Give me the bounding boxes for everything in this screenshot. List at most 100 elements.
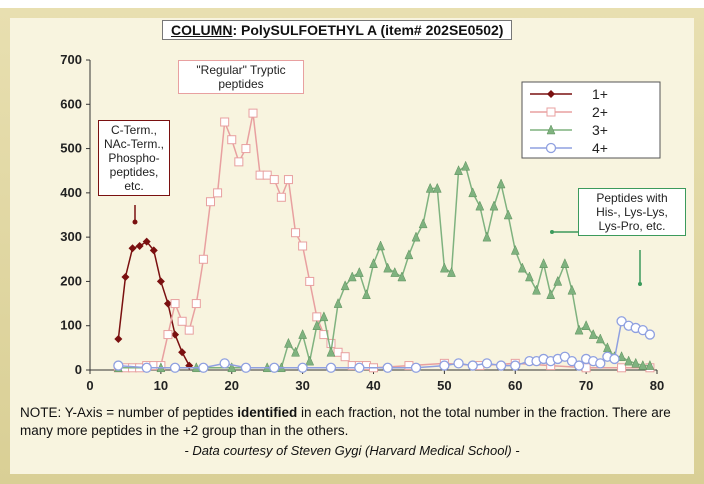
point — [177, 316, 187, 326]
point — [525, 271, 534, 282]
point — [149, 246, 158, 255]
annotation-line: NAc-Term., — [104, 137, 164, 151]
point — [481, 358, 493, 369]
point — [454, 165, 463, 175]
point — [496, 178, 506, 189]
point — [305, 276, 315, 286]
chart-title: COLUMN: PolySULFOETHYL A (item# 202SE050… — [162, 20, 513, 40]
point — [241, 144, 251, 154]
x-tick-label: 50 — [437, 378, 451, 393]
y-tick-label: 100 — [60, 318, 82, 333]
arrow-head — [638, 282, 642, 286]
point — [624, 355, 634, 366]
point — [163, 299, 172, 308]
point — [354, 362, 365, 373]
y-tick-label: 500 — [60, 141, 82, 156]
point — [291, 228, 301, 238]
x-tick-label: 40 — [366, 378, 380, 393]
legend: 1+ 2+ 3+ 4+ — [521, 81, 661, 159]
point — [340, 280, 350, 291]
point — [326, 346, 336, 357]
point — [312, 320, 322, 330]
legend-marker — [546, 107, 556, 117]
point — [369, 258, 378, 268]
point — [574, 324, 584, 335]
point — [312, 312, 322, 322]
legend-label: 3+ — [592, 122, 608, 138]
point — [114, 335, 123, 343]
point — [163, 330, 173, 340]
point — [170, 299, 180, 309]
annotation-line: Peptides with — [596, 191, 668, 205]
note-bold: identified — [237, 405, 298, 420]
point — [284, 337, 293, 348]
annotation-line: "Regular" Tryptic — [196, 63, 286, 77]
point — [461, 160, 471, 171]
note-text: in each fraction, not the total number i… — [20, 405, 671, 438]
legend-label: 2+ — [592, 104, 608, 120]
point — [418, 218, 428, 229]
legend-label: 4+ — [592, 140, 608, 156]
point — [227, 135, 237, 145]
x-tick-label: 0 — [86, 378, 93, 393]
point — [510, 244, 520, 255]
point — [638, 359, 648, 370]
point — [609, 353, 620, 365]
x-tick-label: 20 — [225, 378, 239, 393]
point — [333, 297, 343, 308]
point — [517, 262, 527, 273]
y-tick-label: 600 — [60, 96, 82, 111]
point — [128, 244, 137, 253]
point — [645, 359, 655, 370]
point — [178, 348, 187, 357]
series-line — [118, 165, 650, 369]
point — [532, 284, 541, 295]
point — [573, 360, 585, 371]
annotation-line: peptides — [218, 77, 264, 91]
point — [495, 360, 507, 371]
annotation-line: Lys-Pro, etc. — [598, 219, 666, 233]
point — [439, 360, 450, 371]
point — [354, 266, 364, 277]
point — [510, 360, 521, 371]
point — [234, 157, 244, 167]
point — [390, 266, 400, 277]
legend-marker — [546, 124, 556, 135]
point — [382, 362, 393, 373]
point — [156, 277, 165, 286]
title-label: COLUMN — [171, 22, 233, 38]
point — [213, 188, 223, 198]
point — [539, 258, 548, 268]
annotation-box: Peptides with His-, Lys-Lys, Lys-Pro, etc. — [578, 188, 686, 236]
legend-box — [521, 81, 661, 159]
point — [475, 200, 485, 211]
point — [297, 362, 308, 373]
point — [347, 271, 357, 282]
x-tick-label: 10 — [154, 378, 168, 393]
point — [453, 358, 464, 369]
point — [184, 325, 194, 335]
note: NOTE: Y-Axis = number of peptides identi… — [20, 404, 690, 440]
arrow-head — [550, 230, 554, 234]
annotation-line: peptides, — [109, 165, 159, 179]
point — [283, 175, 293, 185]
point — [248, 108, 258, 118]
point — [560, 258, 570, 268]
y-tick-label: 700 — [60, 52, 82, 67]
point — [404, 249, 414, 260]
credit: - Data courtesy of Steven Gygi (Harvard … — [184, 443, 520, 458]
y-tick-label: 300 — [60, 229, 82, 244]
title-text: : PolySULFOETHYL A (item# 202SE0502) — [232, 22, 504, 38]
point — [546, 289, 556, 299]
point — [439, 262, 449, 273]
point — [595, 333, 605, 344]
point — [171, 330, 180, 339]
x-tick-label: 60 — [508, 378, 522, 393]
x-tick-label: 30 — [295, 378, 309, 393]
point — [644, 329, 656, 340]
point — [425, 182, 435, 193]
annotation-line: etc. — [124, 179, 144, 193]
point — [220, 117, 230, 127]
y-tick-label: 0 — [75, 362, 82, 377]
